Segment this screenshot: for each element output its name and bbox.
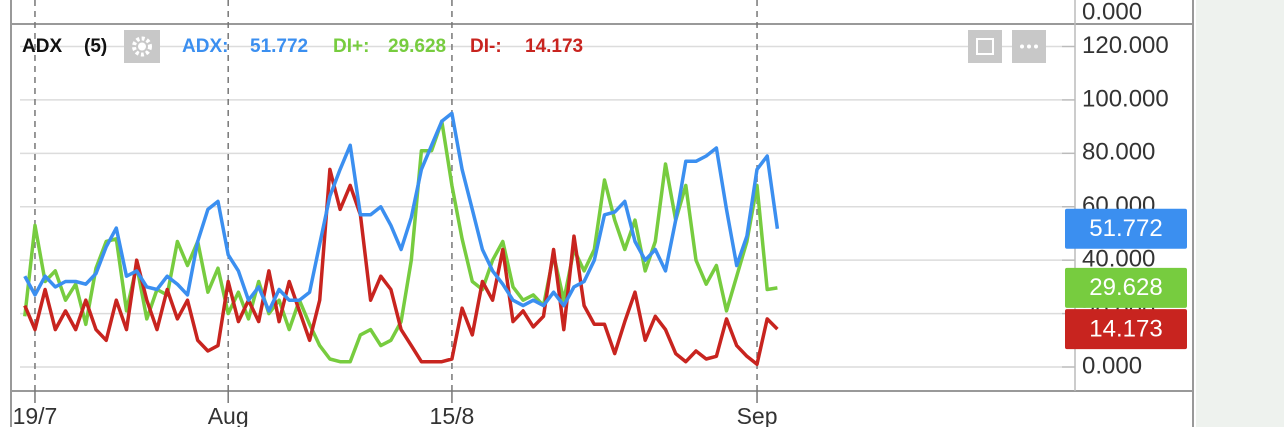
x-tick-label: 19/7 (13, 403, 58, 427)
x-tick-label: Aug (208, 403, 249, 427)
plot (23, 111, 780, 367)
legend-name: DI-: (470, 36, 502, 57)
y-tick-label: 120.000 (1082, 32, 1169, 59)
legend-name: DI+: (333, 36, 369, 57)
legend: ADX: 51.772 DI+: 29.628 DI-: 14.173 (182, 36, 583, 57)
maximize-button[interactable] (968, 30, 1002, 63)
side-panel (1196, 0, 1284, 427)
last-value-label: 29.628 (1089, 274, 1162, 301)
indicator-period: (5) (84, 36, 107, 57)
legend-name: ADX: (182, 36, 228, 57)
dot (1020, 44, 1024, 49)
grid: 0.00020.00040.00060.00080.000100.000120.… (13, 0, 1169, 427)
x-tick-label: 15/8 (430, 403, 475, 427)
series-line (23, 167, 779, 367)
last-value-badge (1065, 208, 1187, 249)
series-line (23, 111, 780, 313)
y-tick-label: 0.000 (1082, 352, 1142, 379)
legend-value: 51.772 (250, 36, 308, 57)
upper-tick-label: 0.000 (1082, 0, 1142, 25)
last-value-label: 51.772 (1089, 215, 1162, 242)
settings-button[interactable] (124, 30, 160, 63)
legend-value: 29.628 (388, 36, 446, 57)
legend-value: 14.173 (525, 36, 583, 57)
last-value-label: 14.173 (1089, 315, 1162, 342)
x-tick-label: Sep (737, 403, 778, 427)
dot (1034, 44, 1038, 49)
last-value-badge (1065, 309, 1187, 350)
dot (1027, 44, 1031, 49)
y-tick-label: 80.000 (1082, 139, 1155, 166)
maximize-icon (976, 38, 994, 55)
last-value-badge (1065, 267, 1187, 308)
maximize-bg[interactable] (968, 30, 1002, 63)
last-value-badges: 51.772 29.628 14.173 (1065, 208, 1187, 350)
indicator-name: ADX (22, 36, 62, 57)
y-tick-label: 100.000 (1082, 85, 1169, 112)
gear-center (138, 42, 146, 51)
gear (132, 36, 152, 57)
more-button[interactable] (1012, 30, 1046, 63)
